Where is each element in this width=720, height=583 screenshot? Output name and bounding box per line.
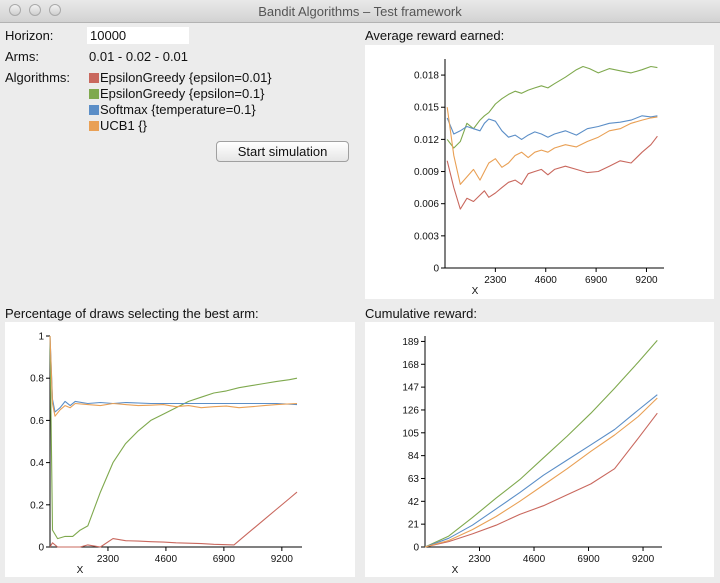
- arms-label: Arms:: [5, 49, 39, 64]
- best-arm-chart: 0 0.2 0.4 0.6 0.8 1 2300 4600 6900 9200 X: [5, 322, 355, 577]
- y-tick-label: 0: [413, 543, 419, 554]
- series-line-1: [446, 65, 658, 149]
- x-tick-label: 9200: [635, 275, 658, 286]
- close-window-button[interactable]: [9, 4, 21, 16]
- series-line-1: [49, 335, 298, 540]
- y-tick-label: 1: [38, 332, 44, 343]
- x-tick-label: 2300: [484, 275, 507, 286]
- series-line-3: [49, 335, 298, 417]
- minimize-window-button[interactable]: [29, 4, 41, 16]
- algorithm-label: EpsilonGreedy {epsilon=0.01}: [100, 70, 272, 85]
- y-tick-label: 0.018: [414, 71, 439, 82]
- cumulative-reward-chart: 0 21 42 63 84 105 126 147 168 189 2300 4600 6900 9200…: [365, 322, 714, 577]
- algorithms-label: Algorithms:: [5, 70, 71, 85]
- series-line-2: [446, 115, 658, 140]
- y-tick-label: 0.2: [30, 500, 44, 511]
- y-tick-label: 0.4: [30, 458, 44, 469]
- y-tick-label: 0.006: [414, 199, 439, 210]
- series-line-2: [49, 335, 298, 413]
- best-arm-chart-svg: 0 0.2 0.4 0.6 0.8 1 2300 4600 6900 9200 X: [30, 332, 302, 576]
- color-swatch: [89, 105, 99, 115]
- x-tick-label: 4600: [155, 554, 178, 565]
- series-line-0: [49, 491, 298, 548]
- y-tick-label: 21: [408, 520, 420, 531]
- y-tick-label: 105: [402, 428, 419, 439]
- best-arm-title: Percentage of draws selecting the best a…: [5, 306, 259, 321]
- x-tick-label: 4600: [535, 275, 558, 286]
- x-tick-label: 4600: [523, 554, 546, 565]
- horizon-input[interactable]: [87, 27, 189, 44]
- x-tick-label: 6900: [585, 275, 608, 286]
- algorithm-softmax[interactable]: Softmax {temperature=0.1}: [89, 102, 256, 118]
- y-tick-label: 126: [402, 405, 419, 416]
- algorithm-label: Softmax {temperature=0.1}: [100, 102, 256, 117]
- y-tick-label: 63: [408, 474, 420, 485]
- x-tick-label: 6900: [213, 554, 236, 565]
- cumulative-reward-title: Cumulative reward:: [365, 306, 477, 321]
- x-tick-label: 2300: [97, 554, 120, 565]
- series-line-1: [424, 340, 658, 548]
- avg-reward-chart-svg: 0 0.003 0.006 0.009 0.012 0.015 0.018 2300 4600 6…: [414, 59, 664, 297]
- y-tick-label: 0.6: [30, 416, 44, 427]
- y-tick-label: 42: [408, 497, 420, 508]
- x-axis-label: X: [77, 565, 84, 576]
- x-tick-label: 9200: [271, 554, 294, 565]
- series-line-0: [424, 412, 658, 548]
- algorithm-epsilon-01[interactable]: EpsilonGreedy {epsilon=0.1}: [89, 86, 264, 102]
- y-tick-label: 0.015: [414, 103, 439, 114]
- x-tick-label: 9200: [632, 554, 655, 565]
- algorithm-ucb1[interactable]: UCB1 {}: [89, 118, 147, 134]
- y-tick-label: 189: [402, 337, 419, 348]
- avg-reward-chart: 0 0.003 0.006 0.009 0.012 0.015 0.018 2300 4600 6…: [365, 45, 714, 299]
- zoom-window-button[interactable]: [49, 4, 61, 16]
- arms-value: 0.01 - 0.02 - 0.01: [89, 49, 189, 64]
- y-tick-label: 0: [38, 543, 44, 554]
- cumulative-reward-chart-svg: 0 21 42 63 84 105 126 147 168 189 2300 4600 6900 9200…: [402, 336, 662, 576]
- title-bar: Bandit Algorithms – Test framework: [0, 0, 720, 23]
- series-line-3: [446, 107, 658, 185]
- algorithm-label: EpsilonGreedy {epsilon=0.1}: [100, 86, 265, 101]
- x-axis-label: X: [452, 565, 459, 576]
- y-tick-label: 0.8: [30, 374, 44, 385]
- series-line-0: [446, 135, 658, 210]
- x-tick-label: 2300: [468, 554, 491, 565]
- x-tick-label: 6900: [577, 554, 600, 565]
- series-line-2: [424, 394, 658, 548]
- horizon-label: Horizon:: [5, 28, 54, 43]
- x-axis-label: X: [472, 286, 479, 297]
- y-tick-label: 84: [408, 451, 420, 462]
- start-simulation-button[interactable]: Start simulation: [216, 141, 349, 162]
- algorithm-label: UCB1 {}: [100, 118, 147, 133]
- y-tick-label: 0.003: [414, 231, 439, 242]
- avg-reward-title: Average reward earned:: [365, 28, 505, 43]
- color-swatch: [89, 89, 99, 99]
- y-tick-label: 0: [433, 264, 439, 275]
- series-line-3: [424, 397, 658, 548]
- y-tick-label: 0.009: [414, 167, 439, 178]
- y-tick-label: 0.012: [414, 135, 439, 146]
- y-tick-label: 147: [402, 383, 419, 394]
- y-tick-label: 168: [402, 360, 419, 371]
- window-title: Bandit Algorithms – Test framework: [258, 4, 462, 19]
- algorithm-epsilon-001[interactable]: EpsilonGreedy {epsilon=0.01}: [89, 70, 272, 86]
- color-swatch: [89, 121, 99, 131]
- color-swatch: [89, 73, 99, 83]
